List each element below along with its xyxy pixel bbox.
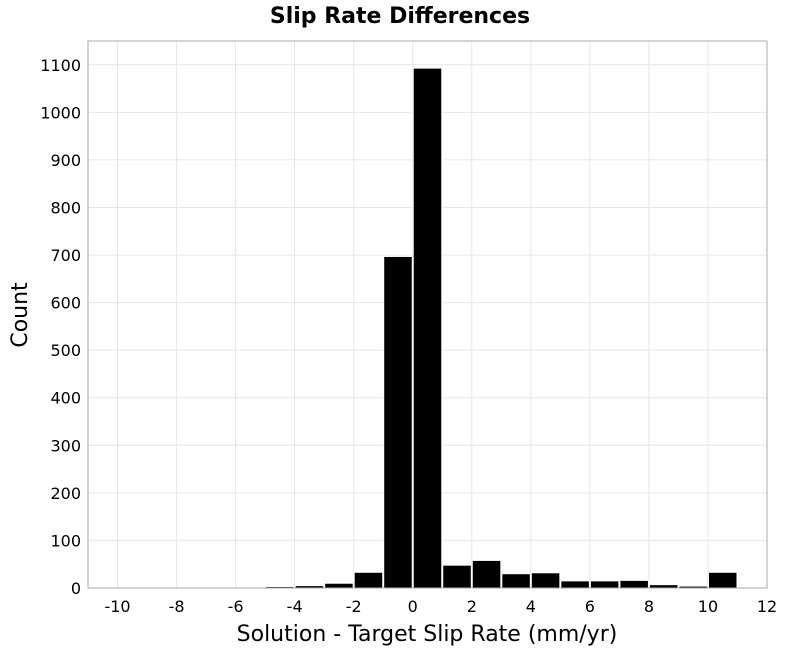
y-tick-label: 400 bbox=[50, 389, 81, 408]
histogram-bar bbox=[707, 571, 738, 589]
histogram-bar bbox=[324, 582, 354, 589]
plot-frame bbox=[87, 40, 768, 589]
x-tick-label: 10 bbox=[698, 597, 718, 616]
histogram-bar bbox=[530, 572, 561, 589]
histogram-bar bbox=[560, 580, 590, 589]
histogram-bar bbox=[471, 559, 502, 589]
y-tick-label: 100 bbox=[50, 531, 81, 550]
y-tick-label: 300 bbox=[50, 436, 81, 455]
y-tick-label: 700 bbox=[50, 246, 81, 265]
x-tick-label: -6 bbox=[228, 597, 244, 616]
x-axis-label: Solution - Target Slip Rate (mm/yr) bbox=[237, 622, 618, 647]
y-tick-label: 800 bbox=[50, 198, 81, 217]
y-tick-label: 900 bbox=[50, 151, 81, 170]
x-tick-label: -8 bbox=[169, 597, 185, 616]
x-tick-label: 0 bbox=[408, 597, 418, 616]
x-tick-labels: -10 -8 -6 -4 -2 0 2 4 6 8 10 12 bbox=[104, 597, 777, 616]
x-tick-label: 4 bbox=[526, 597, 536, 616]
x-tick-label: 6 bbox=[585, 597, 595, 616]
y-tick-label: 500 bbox=[50, 341, 81, 360]
chart-title: Slip Rate Differences bbox=[270, 4, 530, 29]
histogram-bar bbox=[619, 579, 649, 589]
x-tick-label: -2 bbox=[346, 597, 362, 616]
x-tick-label: 2 bbox=[467, 597, 477, 616]
y-tick-label: 1100 bbox=[40, 56, 81, 75]
histogram-bar bbox=[412, 67, 443, 589]
x-tick-label: 12 bbox=[757, 597, 777, 616]
y-tick-labels: 0 100 200 300 400 500 600 700 800 900 1000 1100 bbox=[40, 56, 81, 598]
x-tick-label: -10 bbox=[104, 597, 130, 616]
y-tick-label: 0 bbox=[71, 579, 81, 598]
histogram-bar bbox=[353, 571, 384, 589]
histogram-bar bbox=[589, 580, 620, 589]
y-tick-label: 1000 bbox=[40, 103, 81, 122]
histogram-bar bbox=[501, 573, 531, 589]
x-tick-label: -4 bbox=[287, 597, 303, 616]
histogram-bar bbox=[442, 564, 472, 589]
y-tick-label: 200 bbox=[50, 484, 81, 503]
histogram-bar bbox=[383, 255, 413, 589]
bars bbox=[265, 67, 738, 589]
x-tick-label: 8 bbox=[644, 597, 654, 616]
y-axis-label: Count bbox=[8, 282, 33, 348]
y-tick-label: 600 bbox=[50, 294, 81, 313]
